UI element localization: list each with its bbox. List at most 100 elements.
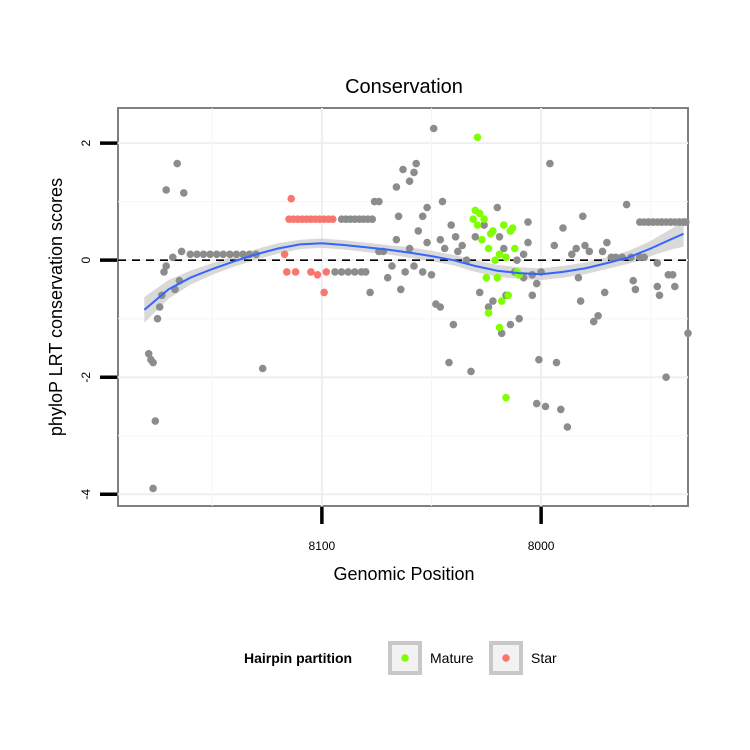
data-point (331, 268, 339, 276)
data-point (557, 405, 565, 414)
data-point (451, 233, 460, 241)
y-tick-label: -4 (79, 489, 93, 500)
data-point (412, 159, 421, 168)
data-point (506, 320, 515, 329)
data-point (684, 329, 692, 338)
data-point (212, 250, 221, 259)
data-point (559, 224, 567, 232)
data-point (478, 235, 486, 244)
data-point (579, 212, 587, 221)
data-point (199, 250, 208, 259)
data-point (524, 238, 532, 247)
data-point (469, 215, 478, 223)
x-tick-label: 8000 (528, 539, 555, 553)
data-point (438, 197, 447, 206)
data-point (405, 244, 414, 253)
data-point (497, 329, 506, 338)
data-point (589, 317, 598, 326)
data-point (598, 247, 607, 256)
data-point (169, 253, 177, 262)
data-point (541, 402, 550, 411)
data-point (484, 303, 493, 311)
data-point (482, 273, 491, 282)
data-point (471, 233, 480, 241)
data-point (480, 215, 488, 223)
data-point (151, 417, 160, 425)
legend-key-point (502, 654, 510, 662)
data-point (206, 250, 214, 259)
data-point (344, 268, 353, 276)
data-point (351, 268, 359, 276)
data-point (473, 221, 482, 229)
data-point (394, 212, 403, 221)
data-point (405, 177, 414, 185)
data-point (180, 189, 188, 197)
data-point (153, 314, 162, 323)
data-point (576, 297, 585, 305)
data-point (491, 256, 499, 265)
legend-label: Star (531, 650, 557, 666)
data-point (149, 484, 157, 493)
data-point (313, 271, 322, 279)
data-point (287, 194, 296, 203)
grid-layer (118, 108, 688, 506)
y-axis-title: phyloP LRT conservation scores (46, 178, 66, 436)
data-point (662, 373, 670, 382)
data-point (585, 247, 594, 256)
data-point (495, 250, 504, 259)
data-point (414, 227, 423, 235)
data-point (418, 212, 427, 221)
data-point (401, 268, 410, 276)
data-point (511, 244, 519, 253)
data-point (495, 323, 504, 332)
data-point (532, 279, 541, 288)
data-point (173, 159, 181, 168)
data-point (631, 285, 640, 294)
data-point (383, 273, 392, 282)
series-other (144, 124, 692, 493)
data-point (320, 288, 328, 297)
data-point (493, 203, 502, 212)
data-point (572, 244, 580, 253)
data-point (546, 159, 554, 168)
data-point (671, 282, 679, 291)
data-point (427, 271, 436, 279)
data-point (144, 350, 153, 358)
data-point (219, 250, 227, 259)
data-point (193, 250, 201, 259)
data-point (307, 268, 315, 276)
data-point (489, 297, 497, 305)
data-point (410, 262, 418, 270)
data-point (283, 268, 291, 276)
data-point (361, 268, 370, 276)
data-point (436, 303, 445, 311)
data-point (502, 253, 510, 262)
data-point (515, 314, 523, 323)
data-point (392, 183, 401, 191)
data-point (423, 238, 431, 247)
data-point (397, 285, 405, 294)
data-point (568, 250, 576, 259)
data-point (449, 320, 458, 329)
data-point (232, 250, 241, 259)
data-point (177, 247, 186, 256)
data-point (329, 215, 337, 223)
data-point (399, 165, 407, 174)
data-point (436, 235, 445, 244)
data-point (160, 268, 168, 276)
legend-key-point (401, 654, 409, 662)
data-point (653, 282, 662, 291)
y-tick-label: -2 (79, 372, 93, 383)
points-layer (144, 124, 692, 493)
data-point (502, 393, 510, 402)
data-point (162, 186, 170, 194)
data-point (500, 244, 508, 253)
data-point (508, 224, 517, 232)
data-point (239, 250, 247, 259)
data-point (280, 250, 289, 259)
data-point (467, 367, 475, 376)
data-point (640, 253, 648, 262)
data-point (574, 273, 583, 282)
data-point (552, 358, 561, 367)
data-point (429, 124, 438, 133)
